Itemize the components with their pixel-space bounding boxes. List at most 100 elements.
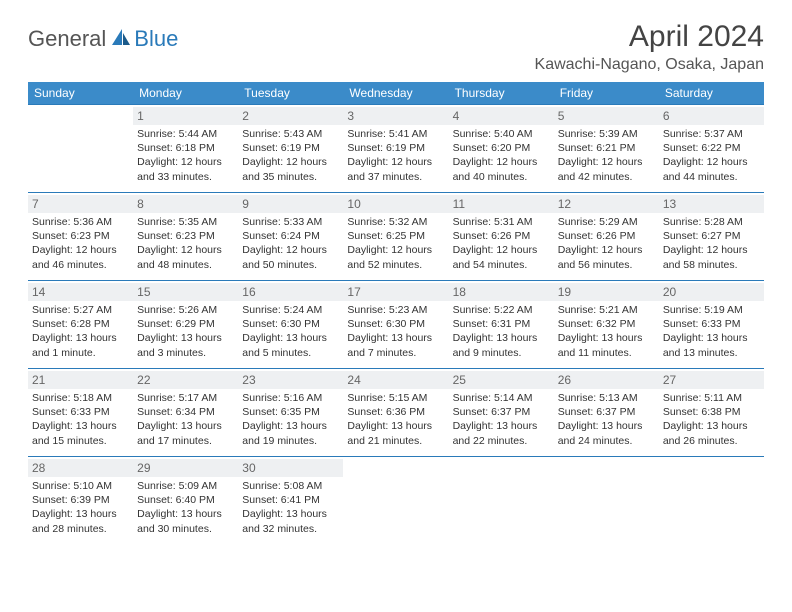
day-info-line: Daylight: 12 hours — [663, 155, 760, 169]
day-info-line: Daylight: 12 hours — [137, 155, 234, 169]
day-info-line: and 42 minutes. — [558, 170, 655, 184]
day-info-line: and 28 minutes. — [32, 522, 129, 536]
calendar-day-cell: 10Sunrise: 5:32 AMSunset: 6:25 PMDayligh… — [343, 193, 448, 281]
day-info: Sunrise: 5:09 AMSunset: 6:40 PMDaylight:… — [137, 479, 234, 536]
day-info-line: Sunset: 6:36 PM — [347, 405, 444, 419]
day-info: Sunrise: 5:26 AMSunset: 6:29 PMDaylight:… — [137, 303, 234, 360]
day-info-line: Sunrise: 5:44 AM — [137, 127, 234, 141]
day-info-line: Sunrise: 5:37 AM — [663, 127, 760, 141]
day-info-line: Daylight: 12 hours — [663, 243, 760, 257]
weekday-header: Sunday — [28, 82, 133, 105]
day-number: 24 — [343, 371, 448, 389]
day-info-line: Daylight: 13 hours — [137, 507, 234, 521]
calendar-day-cell: 18Sunrise: 5:22 AMSunset: 6:31 PMDayligh… — [449, 281, 554, 369]
weekday-header: Wednesday — [343, 82, 448, 105]
day-info-line: Daylight: 13 hours — [663, 419, 760, 433]
day-info-line: and 9 minutes. — [453, 346, 550, 360]
day-info-line: Sunset: 6:37 PM — [453, 405, 550, 419]
day-info-line: Sunrise: 5:39 AM — [558, 127, 655, 141]
day-info-line: Sunset: 6:24 PM — [242, 229, 339, 243]
day-info-line: Sunset: 6:29 PM — [137, 317, 234, 331]
calendar-day-cell: 16Sunrise: 5:24 AMSunset: 6:30 PMDayligh… — [238, 281, 343, 369]
day-info-line: Sunrise: 5:24 AM — [242, 303, 339, 317]
day-info-line: Daylight: 13 hours — [32, 507, 129, 521]
day-info-line: Daylight: 12 hours — [558, 243, 655, 257]
calendar-day-cell: . — [449, 457, 554, 545]
header: General Blue April 2024 Kawachi-Nagano, … — [28, 20, 764, 74]
weekday-header: Friday — [554, 82, 659, 105]
day-info: Sunrise: 5:17 AMSunset: 6:34 PMDaylight:… — [137, 391, 234, 448]
weekday-header-row: SundayMondayTuesdayWednesdayThursdayFrid… — [28, 82, 764, 105]
day-info: Sunrise: 5:13 AMSunset: 6:37 PMDaylight:… — [558, 391, 655, 448]
day-info-line: Sunset: 6:19 PM — [347, 141, 444, 155]
day-info: Sunrise: 5:24 AMSunset: 6:30 PMDaylight:… — [242, 303, 339, 360]
day-info-line: and 33 minutes. — [137, 170, 234, 184]
day-number: 1 — [133, 107, 238, 125]
day-info-line: and 17 minutes. — [137, 434, 234, 448]
day-number: 27 — [659, 371, 764, 389]
day-info-line: Sunrise: 5:13 AM — [558, 391, 655, 405]
day-info-line: Sunset: 6:20 PM — [453, 141, 550, 155]
day-info-line: and 24 minutes. — [558, 434, 655, 448]
day-info: Sunrise: 5:10 AMSunset: 6:39 PMDaylight:… — [32, 479, 129, 536]
day-info-line: Daylight: 12 hours — [242, 243, 339, 257]
day-info-line: Sunrise: 5:10 AM — [32, 479, 129, 493]
day-number: 8 — [133, 195, 238, 213]
day-info-line: Sunset: 6:26 PM — [453, 229, 550, 243]
day-info-line: Daylight: 13 hours — [137, 419, 234, 433]
day-info: Sunrise: 5:28 AMSunset: 6:27 PMDaylight:… — [663, 215, 760, 272]
calendar-day-cell: 6Sunrise: 5:37 AMSunset: 6:22 PMDaylight… — [659, 105, 764, 193]
calendar-week-row: 21Sunrise: 5:18 AMSunset: 6:33 PMDayligh… — [28, 369, 764, 457]
day-info-line: Sunset: 6:25 PM — [347, 229, 444, 243]
calendar-day-cell: 15Sunrise: 5:26 AMSunset: 6:29 PMDayligh… — [133, 281, 238, 369]
day-info-line: Daylight: 13 hours — [558, 419, 655, 433]
day-info-line: and 19 minutes. — [242, 434, 339, 448]
title-block: April 2024 Kawachi-Nagano, Osaka, Japan — [535, 20, 764, 74]
calendar-day-cell: 21Sunrise: 5:18 AMSunset: 6:33 PMDayligh… — [28, 369, 133, 457]
day-info-line: Daylight: 13 hours — [32, 331, 129, 345]
day-info-line: Sunset: 6:23 PM — [137, 229, 234, 243]
day-info-line: Sunrise: 5:18 AM — [32, 391, 129, 405]
day-info-line: Sunrise: 5:26 AM — [137, 303, 234, 317]
day-info-line: Daylight: 13 hours — [347, 331, 444, 345]
logo-text-blue: Blue — [134, 26, 178, 52]
day-info-line: and 11 minutes. — [558, 346, 655, 360]
day-info-line: Sunset: 6:30 PM — [347, 317, 444, 331]
calendar-body: .1Sunrise: 5:44 AMSunset: 6:18 PMDayligh… — [28, 105, 764, 545]
calendar-day-cell: . — [343, 457, 448, 545]
day-info-line: and 22 minutes. — [453, 434, 550, 448]
day-info-line: Sunset: 6:35 PM — [242, 405, 339, 419]
day-info-line: and 46 minutes. — [32, 258, 129, 272]
day-info: Sunrise: 5:08 AMSunset: 6:41 PMDaylight:… — [242, 479, 339, 536]
day-info-line: Daylight: 12 hours — [242, 155, 339, 169]
day-info: Sunrise: 5:18 AMSunset: 6:33 PMDaylight:… — [32, 391, 129, 448]
day-info-line: and 5 minutes. — [242, 346, 339, 360]
day-info-line: Sunrise: 5:11 AM — [663, 391, 760, 405]
day-info: Sunrise: 5:11 AMSunset: 6:38 PMDaylight:… — [663, 391, 760, 448]
day-number: 30 — [238, 459, 343, 477]
logo: General Blue — [28, 26, 178, 52]
day-info: Sunrise: 5:14 AMSunset: 6:37 PMDaylight:… — [453, 391, 550, 448]
calendar-day-cell: . — [659, 457, 764, 545]
day-number: 3 — [343, 107, 448, 125]
day-info: Sunrise: 5:31 AMSunset: 6:26 PMDaylight:… — [453, 215, 550, 272]
day-info-line: Sunset: 6:39 PM — [32, 493, 129, 507]
logo-sail-icon — [110, 27, 132, 52]
day-info-line: Daylight: 12 hours — [558, 155, 655, 169]
day-info-line: Sunset: 6:18 PM — [137, 141, 234, 155]
day-info-line: and 26 minutes. — [663, 434, 760, 448]
day-info-line: Daylight: 13 hours — [453, 419, 550, 433]
day-info-line: Sunset: 6:33 PM — [32, 405, 129, 419]
month-title: April 2024 — [535, 20, 764, 54]
day-info: Sunrise: 5:36 AMSunset: 6:23 PMDaylight:… — [32, 215, 129, 272]
day-info-line: and 40 minutes. — [453, 170, 550, 184]
calendar-day-cell: 9Sunrise: 5:33 AMSunset: 6:24 PMDaylight… — [238, 193, 343, 281]
day-info-line: and 48 minutes. — [137, 258, 234, 272]
calendar-day-cell: 24Sunrise: 5:15 AMSunset: 6:36 PMDayligh… — [343, 369, 448, 457]
calendar-day-cell: 28Sunrise: 5:10 AMSunset: 6:39 PMDayligh… — [28, 457, 133, 545]
day-info-line: Sunrise: 5:27 AM — [32, 303, 129, 317]
day-info-line: Sunset: 6:19 PM — [242, 141, 339, 155]
day-info-line: Daylight: 13 hours — [32, 419, 129, 433]
day-info: Sunrise: 5:40 AMSunset: 6:20 PMDaylight:… — [453, 127, 550, 184]
day-info-line: Sunrise: 5:22 AM — [453, 303, 550, 317]
